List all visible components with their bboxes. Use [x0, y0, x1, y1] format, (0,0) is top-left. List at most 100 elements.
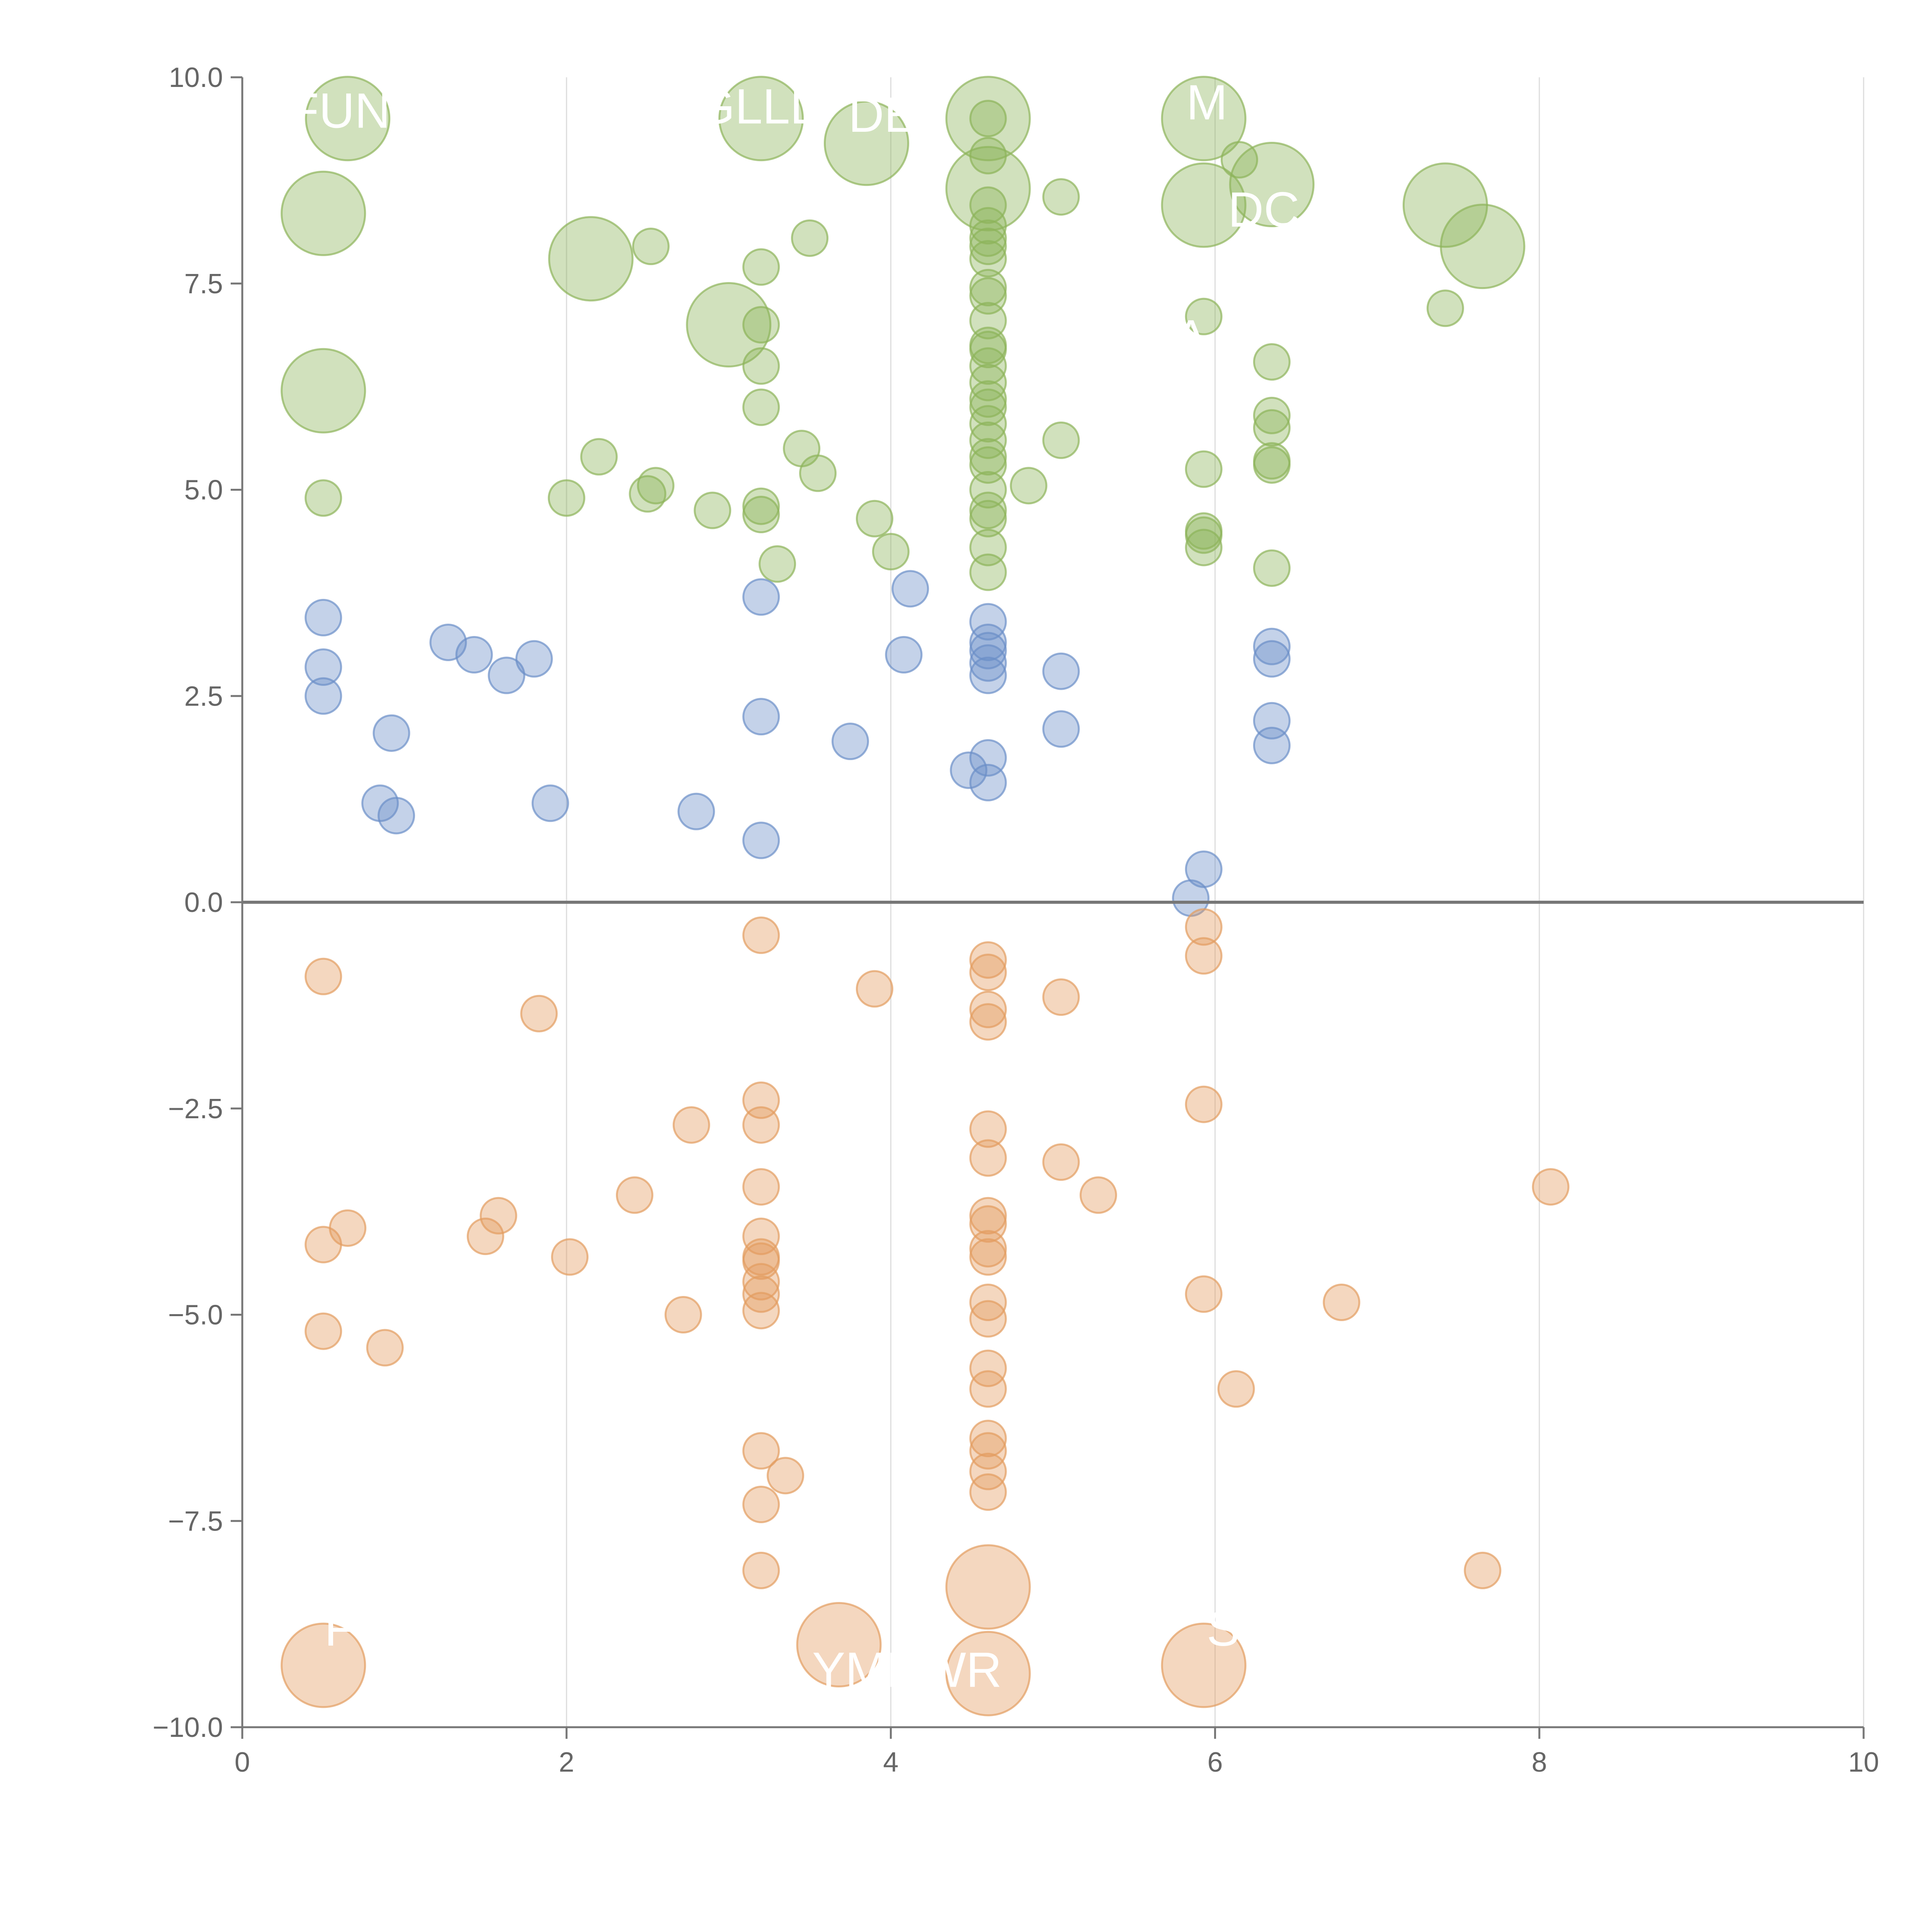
green-point	[718, 76, 804, 162]
green-point	[1185, 512, 1223, 550]
x-tick-label: 6	[1208, 1747, 1223, 1778]
orange-point	[1464, 1551, 1502, 1589]
orange-point	[855, 970, 893, 1008]
orange-point	[742, 1263, 780, 1301]
blue-point	[832, 723, 869, 760]
green-point	[1185, 450, 1223, 488]
axes: −10.0 −7.5 −5.0 −2.5 0.0 2.5 5.0 7.5 10.0 0 2 4 6 8 10	[153, 62, 1879, 1778]
green-point	[791, 219, 829, 257]
x-tick-label: 0	[235, 1747, 250, 1778]
green-point	[945, 146, 1031, 231]
green-point	[969, 380, 1007, 418]
green-point	[1426, 289, 1464, 327]
blue-point	[378, 797, 415, 835]
orange-point	[1217, 1370, 1255, 1408]
point-label: DC	[1228, 182, 1299, 238]
orange-point	[767, 1457, 804, 1495]
orange-point	[742, 1292, 780, 1330]
orange-point	[742, 1551, 780, 1589]
orange-point	[969, 941, 1007, 979]
green-point	[969, 269, 1007, 306]
green-point	[823, 100, 909, 186]
orange-point	[1042, 1143, 1080, 1181]
orange-point	[1185, 1085, 1223, 1123]
orange-point	[742, 916, 780, 954]
blue-point	[742, 578, 780, 616]
orange-point	[742, 1168, 780, 1206]
green-point	[969, 100, 1007, 138]
green-point	[1229, 142, 1315, 228]
blue-point	[1253, 628, 1291, 665]
orange-point	[1185, 1275, 1223, 1313]
blue-point	[677, 793, 715, 830]
blue-point	[969, 623, 1007, 661]
orange-point	[796, 1602, 882, 1687]
point-label: M	[1186, 75, 1228, 130]
blue-point	[742, 698, 780, 736]
green-point	[548, 479, 585, 517]
green-point	[872, 533, 910, 571]
orange-point	[945, 1544, 1031, 1630]
point-labels: FUN GLLD DE MDC A YMEWR F S	[289, 75, 1299, 1698]
blue-point	[969, 739, 1007, 777]
green-point	[1253, 442, 1291, 480]
green-point	[1010, 467, 1048, 505]
orange-point	[672, 1106, 710, 1144]
green-point	[1042, 178, 1080, 216]
green-point	[305, 76, 391, 162]
green-point	[637, 467, 675, 505]
green-point	[969, 492, 1007, 529]
orange-point	[551, 1238, 589, 1276]
orange-point	[742, 1242, 780, 1280]
green-point	[969, 421, 1007, 459]
orange-point	[969, 1110, 1007, 1148]
orange-point	[969, 1432, 1007, 1470]
green-point	[694, 492, 731, 529]
orange-point	[969, 1420, 1007, 1458]
blue-point	[372, 714, 410, 752]
blue-point	[1253, 702, 1291, 740]
orange-point	[945, 1631, 1031, 1716]
green-point	[759, 545, 796, 583]
orange-point	[304, 957, 342, 995]
orange-point	[742, 1106, 780, 1144]
orange-point	[329, 1209, 367, 1247]
blue-point	[1185, 850, 1223, 888]
orange-point	[1185, 908, 1223, 946]
y-tick-label: 7.5	[184, 269, 223, 299]
data-points	[281, 76, 1570, 1716]
x-tick-label: 2	[559, 1747, 574, 1778]
orange-point	[466, 1218, 504, 1255]
y-tick-label: −10.0	[153, 1712, 223, 1743]
orange-point	[969, 1238, 1007, 1276]
green-point	[742, 248, 780, 286]
y-tick-label: 2.5	[184, 681, 223, 712]
green-point	[945, 76, 1031, 162]
orange-point	[366, 1329, 404, 1367]
green-point	[969, 240, 1007, 278]
orange-point	[969, 1300, 1007, 1338]
green-point	[742, 388, 780, 426]
y-tick-label: −7.5	[168, 1506, 223, 1537]
orange-point	[969, 1003, 1007, 1041]
green-point	[969, 228, 1007, 265]
y-tick-label: 5.0	[184, 475, 223, 506]
blue-point	[969, 603, 1007, 641]
green-point	[1042, 421, 1080, 459]
point-label: YMEWR	[812, 1643, 1002, 1698]
orange-point	[1323, 1283, 1361, 1321]
point-label: S	[1207, 1601, 1240, 1656]
y-tick-label: 0.0	[184, 887, 223, 918]
green-point	[969, 500, 1007, 537]
orange-point	[969, 1473, 1007, 1511]
blue-point	[1042, 710, 1080, 748]
point-label: A	[1174, 310, 1208, 366]
orange-point	[969, 953, 1007, 991]
green-point	[969, 364, 1007, 401]
green-point	[1185, 529, 1223, 566]
green-point	[281, 348, 366, 434]
green-point	[548, 216, 634, 302]
green-point	[686, 282, 772, 367]
orange-point	[1079, 1176, 1117, 1214]
